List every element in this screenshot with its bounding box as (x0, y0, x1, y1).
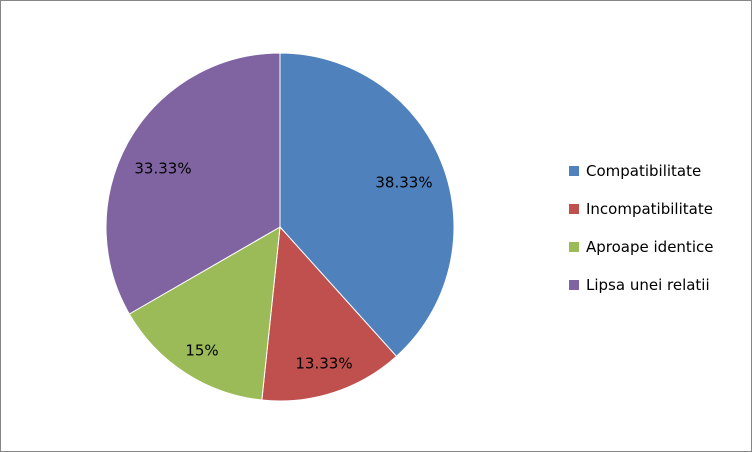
pie-slice-1 (279, 52, 455, 358)
legend-swatch (569, 166, 579, 176)
legend-swatch (569, 242, 579, 252)
legend-label: Lipsa unei relatii (586, 276, 710, 294)
data-label-3: 15% (185, 342, 218, 360)
legend-item: Incompatibilitate (569, 196, 749, 222)
data-label-2: 13.33% (295, 355, 352, 373)
legend-label: Aproape identice (586, 238, 714, 256)
pie-slice-3 (128, 226, 281, 401)
legend: Compatibilitate Incompatibilitate Aproap… (569, 158, 749, 310)
legend-item: Lipsa unei relatii (569, 272, 749, 298)
pie-slice-4 (105, 52, 281, 315)
legend-item: Compatibilitate (569, 158, 749, 184)
legend-label: Incompatibilitate (586, 200, 713, 218)
pie-slice-2 (261, 225, 398, 402)
legend-label: Compatibilitate (586, 162, 702, 180)
data-label-1: 38.33% (375, 174, 432, 192)
legend-swatch (569, 204, 579, 214)
data-label-4: 33.33% (134, 160, 191, 178)
legend-item: Aproape identice (569, 234, 749, 260)
legend-swatch (569, 280, 579, 290)
